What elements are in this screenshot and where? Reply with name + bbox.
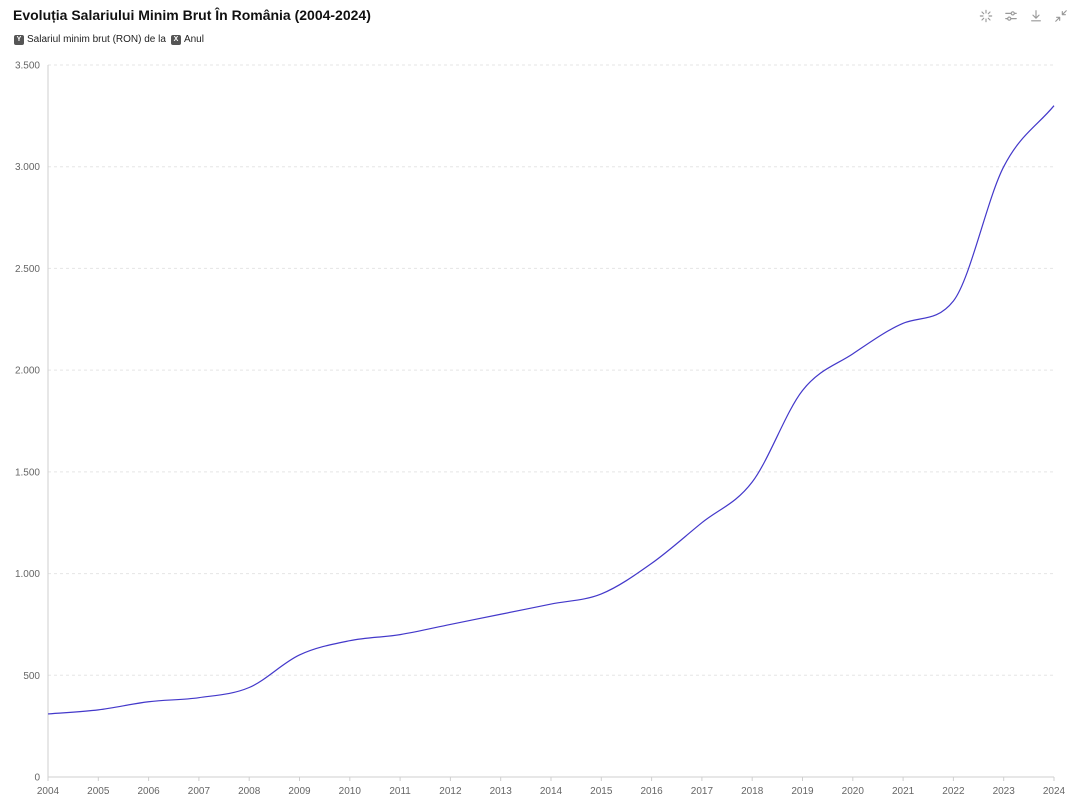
download-button[interactable] [1026, 6, 1045, 25]
collapse-button[interactable] [1051, 6, 1070, 25]
x-tick-label: 2013 [490, 786, 513, 797]
x-tick-label: 2019 [791, 786, 814, 797]
x-tick-label: 2010 [339, 786, 362, 797]
sparkle-button[interactable] [976, 6, 995, 25]
chart-title: Evoluția Salariului Minim Brut În Români… [13, 7, 371, 23]
y-axis-label: Salariul minim brut (RON) de la [27, 34, 166, 45]
x-tick-label: 2018 [741, 786, 764, 797]
y-tick-label: 0 [34, 773, 40, 784]
collapse-icon [1054, 9, 1067, 22]
chart-toolbar [976, 6, 1070, 25]
y-tick-label: 3.000 [15, 162, 40, 173]
y-tick-label: 1.500 [15, 467, 40, 478]
x-axis-label: Anul [183, 34, 204, 45]
x-tick-label: 2014 [540, 786, 563, 797]
x-tick-label: 2016 [640, 786, 663, 797]
x-tick-label: 2023 [993, 786, 1016, 797]
x-tick-label: 2011 [389, 786, 411, 797]
y-tick-label: 2.500 [15, 264, 40, 275]
y-tick-label: 3.500 [15, 61, 40, 72]
settings-button[interactable] [1001, 6, 1020, 25]
x-tick-label: 2024 [1043, 786, 1066, 797]
x-tick-label: 2022 [942, 786, 965, 797]
x-tick-label: 2017 [691, 786, 714, 797]
sparkle-icon [979, 9, 992, 22]
axis-legend: Y Salariul minim brut (RON) de la X Anul [14, 34, 204, 45]
x-tick-label: 2015 [590, 786, 613, 797]
y-tick-label: 500 [23, 671, 40, 682]
x-tick-label: 2004 [37, 786, 60, 797]
download-icon [1030, 9, 1041, 21]
y-axis-badge: Y [14, 34, 24, 45]
x-tick-label: 2008 [238, 786, 261, 797]
x-axis-badge: X [170, 34, 181, 45]
sliders-icon [1004, 10, 1017, 21]
x-tick-label: 2020 [842, 786, 865, 797]
x-tick-label: 2007 [188, 786, 211, 797]
y-tick-label: 1.000 [15, 569, 40, 580]
x-tick-label: 2009 [288, 786, 311, 797]
x-tick-label: 2005 [87, 786, 110, 797]
series-line [47, 105, 1055, 715]
x-tick-label: 2006 [137, 786, 160, 797]
x-tick-label: 2012 [439, 786, 462, 797]
x-tick-label: 2021 [892, 786, 915, 797]
y-tick-label: 2.000 [15, 366, 40, 377]
